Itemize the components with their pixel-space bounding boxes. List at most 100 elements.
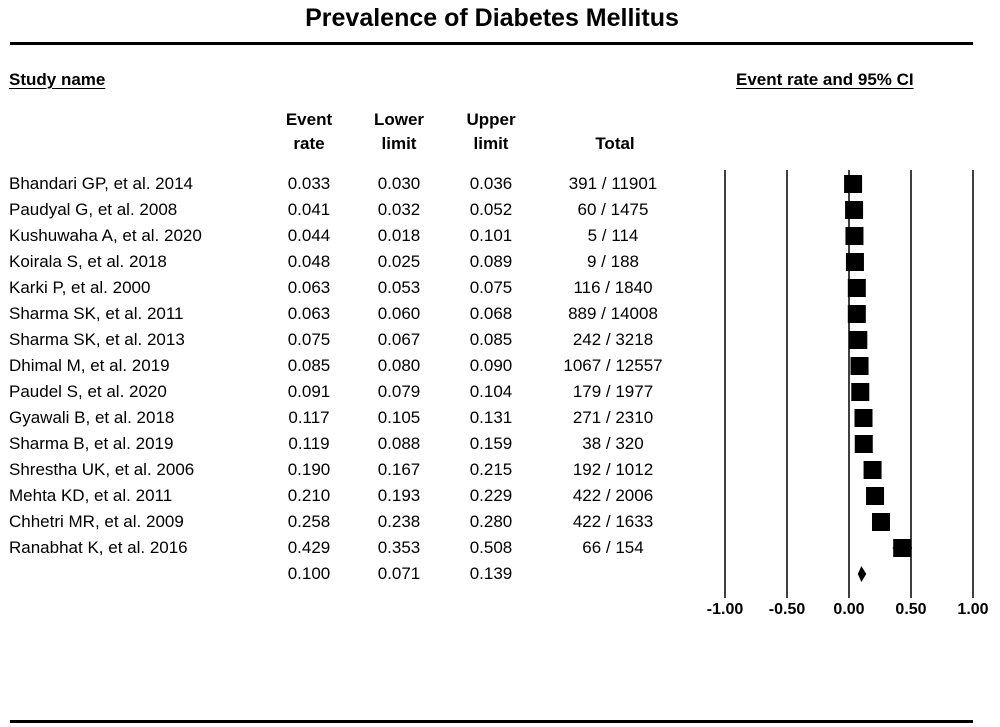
total-value: 889 / 14008	[568, 304, 658, 323]
x-tick-label: 1.00	[957, 601, 988, 618]
upper-limit-header: Upper limit	[456, 108, 526, 156]
study-name: Bhandari GP, et al. 2014	[9, 174, 193, 193]
upper-limit-value: 0.159	[469, 434, 513, 453]
study-name: Kushuwaha A, et al. 2020	[9, 226, 202, 245]
event-rate-value: 0.085	[287, 356, 331, 375]
study-marker	[849, 331, 868, 349]
event-rate-value: 0.091	[287, 382, 331, 401]
event-rate-value: 0.063	[287, 278, 331, 297]
bottom-rule	[10, 720, 973, 723]
study-marker	[893, 539, 912, 557]
total-value: 5 / 114	[587, 226, 639, 245]
upper-limit-value: 0.090	[469, 356, 513, 375]
total-value: 179 / 1977	[572, 382, 654, 401]
event-rate-value: 0.190	[287, 460, 331, 479]
lower-limit-value: 0.088	[377, 434, 421, 453]
event-rate-header-line2: rate	[293, 134, 325, 153]
lower-limit-value: 0.018	[377, 226, 421, 245]
study-name: Ranabhat K, et al. 2016	[9, 538, 188, 557]
total-value: 66 / 154	[582, 538, 644, 557]
top-rule	[10, 42, 973, 45]
upper-limit-header-line1: Upper	[466, 110, 516, 129]
lower-limit-value: 0.080	[377, 356, 421, 375]
study-name: Paudel S, et al. 2020	[9, 382, 167, 401]
upper-limit-value: 0.131	[469, 408, 513, 427]
study-marker	[845, 227, 864, 245]
study-marker	[863, 461, 882, 479]
x-tick-label: 0.50	[895, 601, 926, 618]
upper-limit-value: 0.104	[469, 382, 513, 401]
pooled-lower-limit-value: 0.071	[377, 564, 421, 583]
study-marker	[866, 487, 885, 505]
x-tick-label: 0.00	[833, 601, 864, 618]
study-marker	[845, 253, 864, 271]
event-rate-value: 0.048	[287, 252, 331, 271]
event-rate-header: Event rate	[274, 108, 344, 156]
event-rate-value: 0.063	[287, 304, 331, 323]
lower-limit-value: 0.079	[377, 382, 421, 401]
lower-limit-value: 0.032	[377, 200, 421, 219]
total-value: 1067 / 12557	[563, 356, 663, 375]
study-name: Shrestha UK, et al. 2006	[9, 460, 195, 479]
upper-limit-value: 0.101	[469, 226, 513, 245]
chart-title: Prevalence of Diabetes Mellitus	[305, 4, 679, 32]
total-value: 271 / 2310	[572, 408, 654, 427]
total-value: 9 / 188	[587, 252, 639, 271]
lower-limit-value: 0.238	[377, 512, 421, 531]
total-value: 60 / 1475	[577, 200, 649, 219]
upper-limit-value: 0.036	[469, 174, 513, 193]
pooled-diamond	[857, 566, 867, 582]
total-header: Total	[595, 134, 635, 153]
study-marker	[850, 357, 869, 375]
study-marker	[845, 201, 864, 219]
lower-limit-value: 0.105	[377, 408, 421, 427]
lower-limit-value: 0.167	[377, 460, 421, 479]
lower-limit-value: 0.353	[377, 538, 421, 557]
event-rate-value: 0.119	[288, 434, 330, 453]
lower-limit-value: 0.193	[377, 486, 421, 505]
upper-limit-value: 0.229	[469, 486, 513, 505]
lower-limit-header: Lower limit	[364, 108, 434, 156]
study-marker	[854, 409, 873, 427]
event-rate-value: 0.429	[287, 538, 331, 557]
upper-limit-value: 0.068	[469, 304, 513, 323]
total-value: 391 / 11901	[568, 174, 658, 193]
pooled-upper-limit-value: 0.139	[469, 564, 513, 583]
upper-limit-value: 0.075	[469, 278, 513, 297]
upper-limit-value: 0.215	[469, 460, 513, 479]
event-rate-value: 0.041	[287, 200, 331, 219]
study-marker	[851, 383, 870, 401]
study-name-header: Study name	[9, 70, 106, 89]
study-name: Sharma SK, et al. 2013	[9, 330, 185, 349]
x-tick-label: -0.50	[769, 601, 806, 618]
total-value: 422 / 1633	[572, 512, 654, 531]
upper-limit-value: 0.508	[469, 538, 513, 557]
study-marker	[844, 175, 863, 193]
study-name: Gyawali B, et al. 2018	[9, 408, 175, 427]
event-rate-value: 0.033	[287, 174, 331, 193]
lower-limit-value: 0.030	[377, 174, 421, 193]
upper-limit-value: 0.089	[469, 252, 513, 271]
study-name: Sharma SK, et al. 2011	[9, 304, 184, 323]
study-name: Mehta KD, et al. 2011	[9, 486, 173, 505]
event-rate-value: 0.075	[287, 330, 331, 349]
total-value: 242 / 3218	[572, 330, 654, 349]
upper-limit-header-line2: limit	[473, 134, 509, 153]
event-rate-value: 0.044	[287, 226, 331, 245]
event-rate-value: 0.210	[287, 486, 331, 505]
total-value: 38 / 320	[582, 434, 644, 453]
study-name: Paudyal G, et al. 2008	[9, 200, 178, 219]
upper-limit-value: 0.280	[469, 512, 513, 531]
upper-limit-value: 0.085	[469, 330, 513, 349]
study-marker	[847, 305, 866, 323]
total-value: 192 / 1012	[572, 460, 654, 479]
event-rate-value: 0.258	[287, 512, 331, 531]
lower-limit-header-line2: limit	[381, 134, 417, 153]
study-marker	[871, 513, 890, 531]
study-name: Dhimal M, et al. 2019	[9, 356, 170, 375]
total-value: 116 / 1840	[573, 278, 653, 297]
event-rate-value: 0.117	[288, 408, 330, 427]
study-marker	[847, 279, 866, 297]
lower-limit-value: 0.053	[377, 278, 421, 297]
lower-limit-value: 0.067	[377, 330, 421, 349]
